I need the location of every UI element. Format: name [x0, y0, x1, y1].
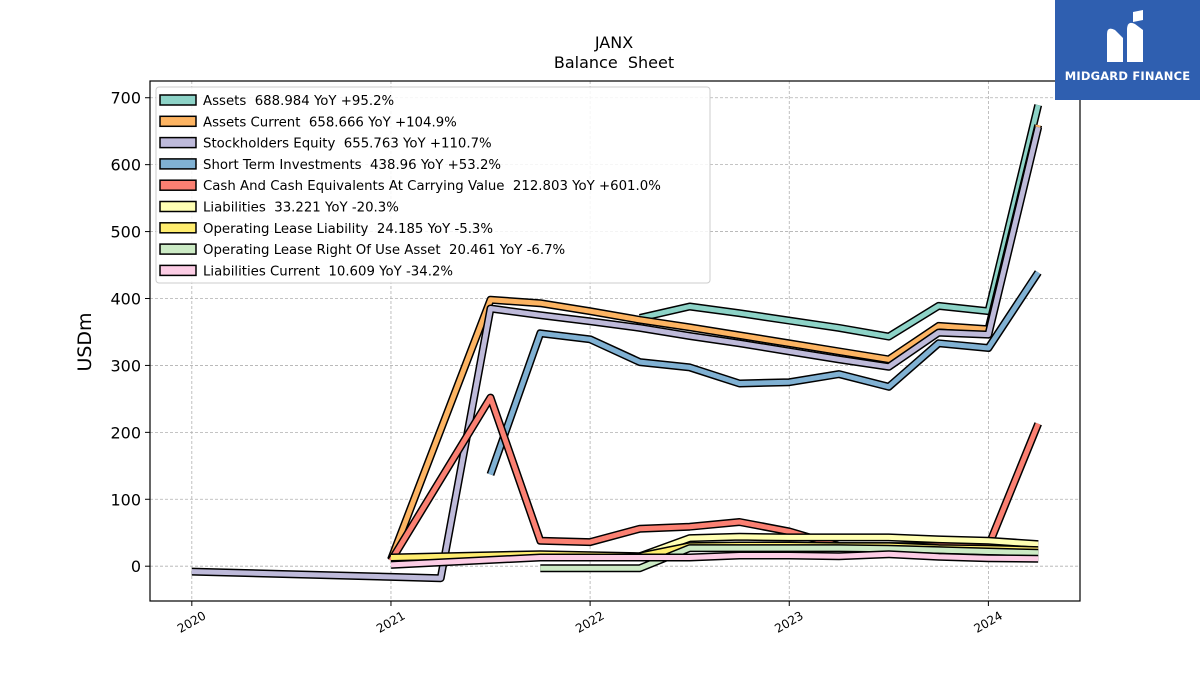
y-tick-label: 300 — [110, 356, 141, 375]
series-line — [638, 532, 1039, 560]
m-monogram-icon — [1107, 10, 1143, 63]
series-lines — [191, 104, 1043, 583]
legend-label: Liabilities 33.221 YoY -20.3% — [203, 201, 399, 216]
series-line-outline — [486, 270, 1042, 476]
series-line-fill — [488, 271, 1041, 476]
brand-name: MIDGARD FINANCE — [1064, 69, 1191, 83]
legend-label: Short Term Investments 438.96 YoY +53.2% — [203, 158, 501, 173]
series-line-fill — [191, 126, 1041, 581]
legend-label: Liabilities Current 10.609 YoY -34.2% — [203, 264, 453, 279]
legend-swatch — [159, 222, 197, 234]
legend-item: Assets 688.984 YoY +95.2% — [159, 94, 394, 109]
legend-label: Operating Lease Liability 24.185 YoY -5.… — [203, 222, 493, 237]
series-line — [390, 550, 1039, 569]
legend-label: Stockholders Equity 655.763 YoY +110.7% — [203, 137, 492, 152]
y-axis-label: USDm — [74, 312, 96, 371]
legend-swatch — [159, 94, 197, 106]
legend-item: Cash And Cash Equivalents At Carrying Va… — [159, 179, 661, 194]
plot-frame — [149, 80, 1081, 602]
legend-item: Stockholders Equity 655.763 YoY +110.7% — [159, 136, 492, 152]
x-tick-label: 2021 — [374, 608, 407, 635]
series-line-fill — [639, 104, 1041, 340]
legend: Assets 688.984 YoY +95.2% Assets Current … — [155, 86, 711, 284]
legend-swatch — [159, 200, 197, 213]
legend-item: Short Term Investments 438.96 YoY +53.2% — [159, 158, 501, 173]
legend-item: Assets Current 658.666 YoY +104.9% — [159, 115, 457, 130]
series-line-fill — [639, 534, 1039, 559]
legend-item: Operating Lease Right Of Use Asset 20.46… — [159, 243, 565, 258]
series-line — [387, 124, 1043, 561]
chart-title: JANX — [594, 33, 633, 52]
series-line-fill — [390, 551, 1039, 568]
legend-swatch — [159, 179, 197, 191]
y-tick-label: 500 — [110, 223, 141, 242]
y-tick-label: 100 — [110, 490, 141, 509]
series-line-fill — [388, 124, 1041, 561]
legend-label: Assets Current 658.666 YoY +104.9% — [203, 115, 457, 130]
legend-swatch — [159, 264, 197, 277]
legend-label: Assets 688.984 YoY +95.2% — [203, 94, 394, 109]
legend-label: Cash And Cash Equivalents At Carrying Va… — [203, 179, 661, 194]
legend-item: Operating Lease Liability 24.185 YoY -5.… — [159, 222, 493, 237]
x-tick-label: 2023 — [772, 608, 805, 635]
series-line — [639, 104, 1043, 341]
legend-item: Liabilities 33.221 YoY -20.3% — [159, 200, 399, 216]
y-tick-label: 600 — [110, 156, 141, 175]
y-tick-label: 0 — [131, 557, 141, 576]
series-line — [191, 126, 1043, 583]
chart-subtitle: Balance Sheet — [554, 53, 674, 72]
x-tick-label: 2022 — [573, 608, 606, 635]
y-tick-label: 400 — [110, 290, 141, 309]
x-tick-label: 2020 — [175, 608, 208, 635]
legend-swatch — [159, 243, 197, 255]
legend-swatch — [159, 115, 197, 128]
legend-label: Operating Lease Right Of Use Asset 20.46… — [203, 243, 565, 258]
y-tick-label: 200 — [110, 423, 141, 442]
y-tick-label: 700 — [110, 89, 141, 108]
legend-box — [155, 86, 711, 284]
x-tick-label: 2024 — [971, 608, 1004, 635]
brand-logo: MIDGARD FINANCE — [1055, 0, 1200, 100]
legend-swatch — [159, 136, 197, 149]
series-line — [486, 270, 1042, 476]
y-axis-ticks: 0 100 200 300 400 500 600 700 — [110, 89, 150, 576]
legend-swatch — [159, 158, 197, 170]
x-axis-ticks: 2020 2021 2022 2023 2024 — [175, 601, 1005, 636]
legend-item: Liabilities Current 10.609 YoY -34.2% — [159, 264, 453, 279]
